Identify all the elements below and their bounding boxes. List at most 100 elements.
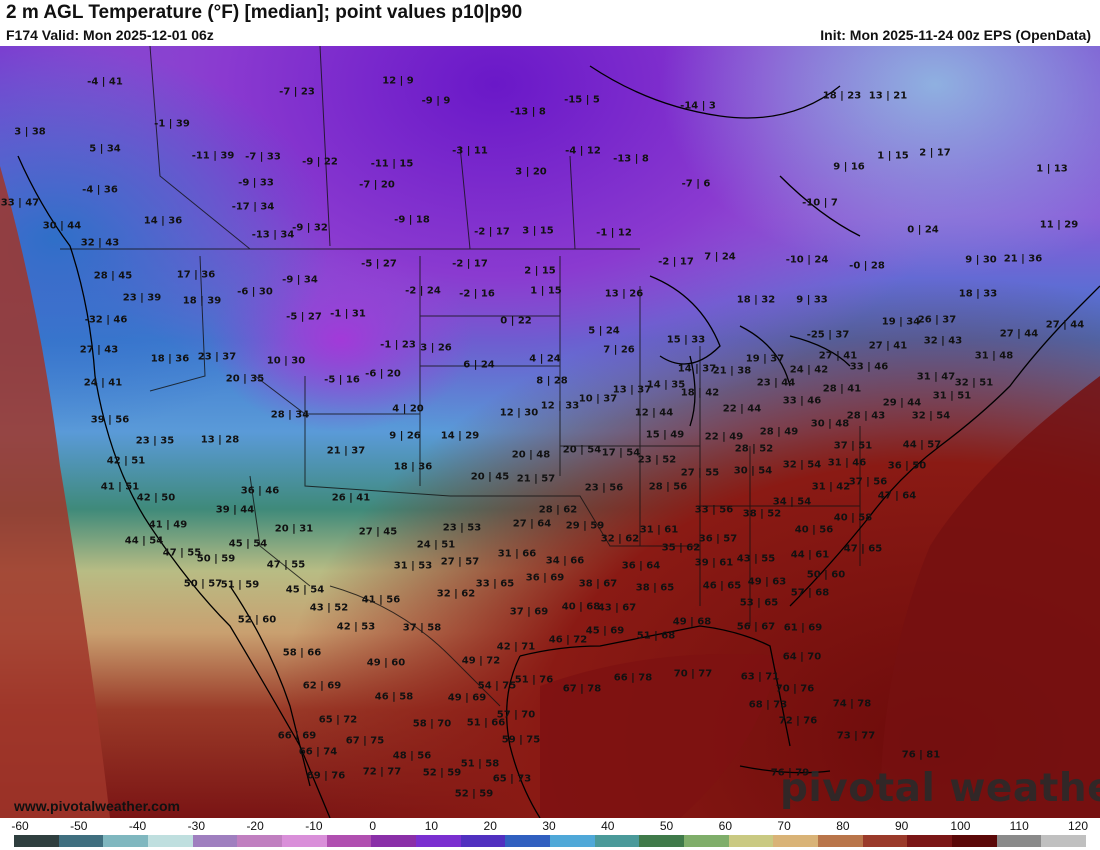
point-value: 50 | 60 — [806, 569, 846, 581]
colorbar-tick-label: -20 — [246, 819, 264, 833]
point-value: 37 | 58 — [402, 622, 442, 634]
point-value: 70 | 77 — [673, 668, 713, 680]
point-value: 36 | 57 — [698, 533, 738, 545]
colorbar-segment — [416, 835, 461, 847]
point-value: 1 | 15 — [877, 150, 909, 162]
point-value: 28 | 34 — [270, 409, 310, 421]
colorbar-segment — [282, 835, 327, 847]
point-value: -9 | 9 — [421, 95, 451, 107]
colorbar-tick-label: -60 — [11, 819, 29, 833]
point-value: 70 | 76 — [775, 683, 815, 695]
point-value: 38 | 67 — [578, 578, 618, 590]
point-value: 34 | 66 — [545, 555, 585, 567]
point-value: 19 | 34 — [881, 316, 921, 328]
point-value: 45 | 69 — [585, 625, 625, 637]
point-value: -2 | 24 — [405, 285, 441, 297]
point-value: 41 | 51 — [100, 481, 140, 493]
point-value: 52 | 60 — [237, 614, 277, 626]
point-value: 41 | 49 — [148, 519, 188, 531]
colorbar-segment — [237, 835, 283, 847]
point-value: 64 | 70 — [782, 651, 822, 663]
colorbar-segment — [192, 835, 238, 847]
point-value: 66 | 78 — [613, 672, 653, 684]
point-value: 57 | 68 — [790, 587, 830, 599]
point-value: 19 | 37 — [745, 353, 785, 365]
point-value: 47 | 55 — [266, 559, 306, 571]
point-value: 23 | 37 — [197, 351, 237, 363]
point-value: -1 | 23 — [380, 339, 416, 351]
point-value: 33 | 56 — [694, 504, 734, 516]
colorbar-tick-label: 10 — [424, 819, 439, 833]
point-value: 39 | 44 — [215, 504, 255, 516]
point-value: 36 | 69 — [525, 572, 565, 584]
point-value: 52 | 59 — [422, 767, 462, 779]
point-value: 49 | 69 — [447, 692, 487, 704]
colorbar-tick-label: 80 — [836, 819, 850, 833]
colorbar-segment — [550, 835, 595, 847]
point-value: 31 | 42 — [811, 481, 851, 493]
point-value: 28 | 52 — [734, 443, 774, 455]
point-value: -13 | 8 — [510, 106, 546, 118]
point-value: 21 | 38 — [712, 365, 752, 377]
point-value: 69 | 76 — [306, 770, 346, 782]
temperature-map[interactable]: -4 | 41 -7 | 23 12 | 9 -9 | 9 -15 | 5 -14 | 3… — [0, 46, 1100, 818]
point-value: 30 | 44 — [42, 220, 82, 232]
point-value: 13 | 37 — [612, 384, 652, 396]
colorbar-tick-label: 20 — [483, 819, 497, 833]
colorbar: -60 -50 -40 -30 -20 -10 0 10 20 30 40 50 60 70 80 90 100… — [0, 818, 1100, 850]
point-value: -6 | 30 — [237, 286, 273, 298]
point-value: 30 | 48 — [810, 418, 850, 430]
point-value: 47 | 64 — [877, 490, 917, 502]
point-value: 31 | 51 — [932, 390, 972, 402]
point-value: 28 | 41 — [822, 383, 862, 395]
point-value: 74 | 78 — [832, 698, 872, 710]
colorbar-tick-label: -30 — [187, 819, 205, 833]
point-value: 32 | 51 — [954, 377, 994, 389]
point-value: 73 | 77 — [836, 730, 876, 742]
point-value: -14 | 3 — [680, 100, 716, 112]
point-value: 0 | 22 — [500, 315, 532, 327]
colorbar-segment — [326, 835, 372, 847]
colorbar-segment — [148, 835, 193, 847]
point-value: 27 | 55 — [680, 467, 720, 479]
colorbar-segment — [594, 835, 640, 847]
point-value: 32 | 54 — [911, 410, 951, 422]
point-value: 31 | 53 — [393, 560, 433, 572]
point-value: 14 | 35 — [646, 379, 686, 391]
point-value: 21 | 57 — [516, 473, 556, 485]
point-value: 20 | 45 — [470, 471, 510, 483]
point-value: 28 | 45 — [93, 270, 133, 282]
point-value: 28 | 43 — [846, 410, 886, 422]
point-value: 38 | 52 — [742, 508, 782, 520]
point-value: 30 | 54 — [733, 465, 773, 477]
point-value: 33 | 65 — [475, 578, 515, 590]
point-value: 44 | 54 — [124, 535, 164, 547]
point-value: 15 | 33 — [666, 334, 706, 346]
point-value: 27 | 44 — [1045, 319, 1085, 331]
colorbar-segment — [818, 835, 863, 847]
point-value: -10 | 7 — [802, 197, 838, 209]
point-value: 68 | 73 — [748, 699, 788, 711]
temperature-field — [0, 46, 1100, 818]
colorbar-tick-label: -50 — [70, 819, 88, 833]
point-value: 47 | 55 — [162, 547, 202, 559]
point-value: 43 | 52 — [309, 602, 349, 614]
point-value: -11 | 39 — [191, 150, 235, 162]
point-value: 7 | 24 — [704, 251, 736, 263]
point-value: -9 | 22 — [302, 156, 338, 168]
colorbar-segment — [773, 835, 819, 847]
point-value: -5 | 16 — [324, 374, 360, 386]
point-value: 31 | 47 — [916, 371, 956, 383]
point-value: 41 | 56 — [361, 594, 401, 606]
point-value: 9 | 33 — [796, 294, 828, 306]
point-value: 51 | 59 — [220, 579, 260, 591]
point-value: 31 | 46 — [827, 457, 867, 469]
point-value: -9 | 33 — [238, 177, 274, 189]
colorbar-segment — [460, 835, 506, 847]
coastlines — [17, 65, 1100, 818]
point-value: 2 | 17 — [919, 147, 951, 159]
point-value: 24 | 51 — [416, 539, 456, 551]
colorbar-tick-label: -10 — [305, 819, 323, 833]
point-value: 23 | 35 — [135, 435, 175, 447]
point-value: -0 | 28 — [849, 260, 885, 272]
